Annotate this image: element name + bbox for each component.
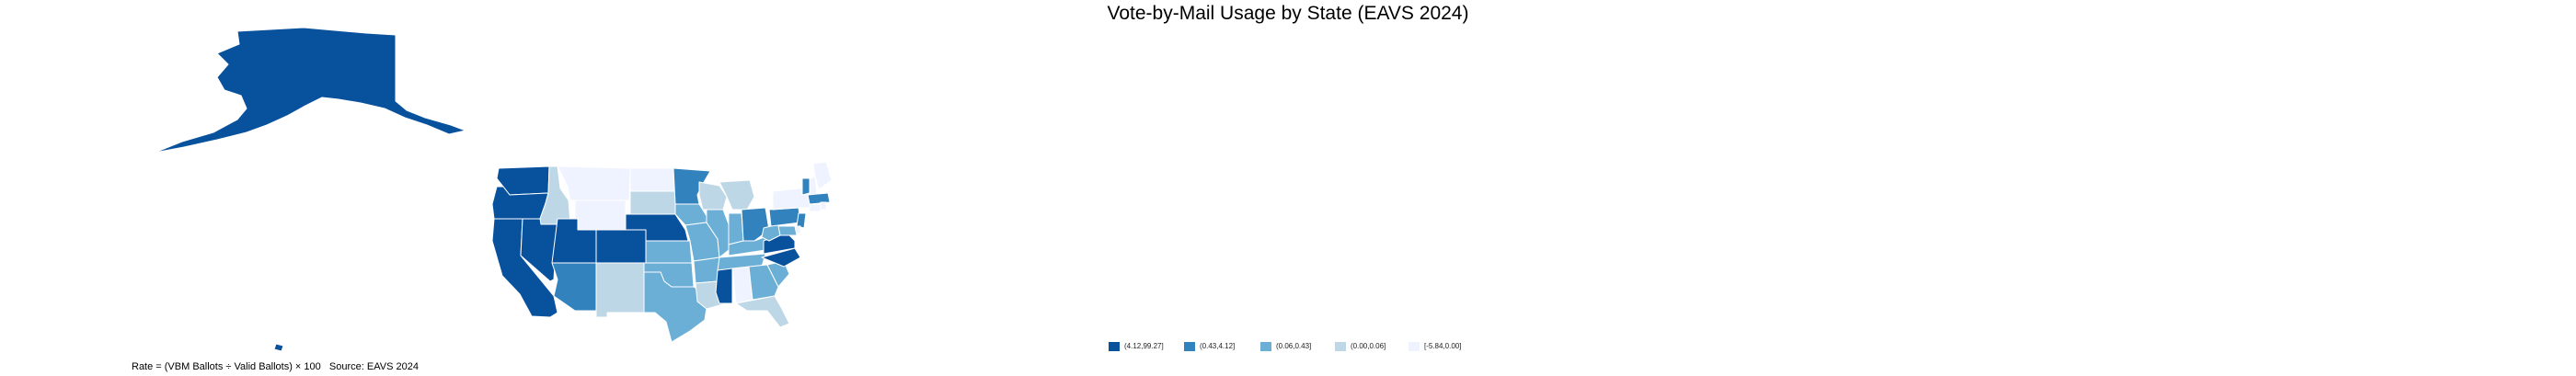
state-hi xyxy=(273,343,284,352)
state-nc xyxy=(761,247,801,268)
state-layer xyxy=(154,27,833,352)
legend-label-2: (0.43,4.12] xyxy=(1200,342,1236,350)
legend-label-4: (0.00,0.06] xyxy=(1351,342,1386,350)
state-az xyxy=(551,262,597,312)
state-vt xyxy=(801,177,811,196)
state-ak xyxy=(154,27,466,154)
state-mt xyxy=(557,165,631,201)
state-il xyxy=(706,209,730,258)
legend-swatch-4 xyxy=(1335,342,1346,351)
state-tx xyxy=(643,271,709,343)
state-ks xyxy=(645,240,693,264)
state-sd xyxy=(629,190,676,215)
state-nj xyxy=(796,212,807,229)
state-id xyxy=(539,165,571,225)
state-fl xyxy=(735,295,790,328)
legend-label-5: [-5.84,0.00] xyxy=(1424,342,1462,350)
state-nd xyxy=(629,167,676,192)
state-wy xyxy=(574,199,627,231)
state-md xyxy=(777,225,798,236)
state-ri xyxy=(820,201,827,211)
legend-swatch-2 xyxy=(1184,342,1195,351)
state-in xyxy=(728,212,744,245)
state-co xyxy=(595,229,647,264)
state-ga xyxy=(748,264,779,301)
legend-swatch-3 xyxy=(1260,342,1271,351)
legend-label-1: (4.12,99.27] xyxy=(1124,342,1164,350)
legend-swatch-5 xyxy=(1409,342,1420,351)
state-ms xyxy=(715,268,733,304)
state-me xyxy=(812,161,833,190)
state-ar xyxy=(693,256,720,284)
state-ct xyxy=(809,203,822,212)
map-footnote: Rate = (VBM Ballots ÷ Valid Ballots) × 1… xyxy=(132,361,419,372)
legend-label-3: (0.06,0.43] xyxy=(1276,342,1312,350)
state-ma xyxy=(807,192,831,205)
map-title: Vote-by-Mail Usage by State (EAVS 2024) xyxy=(1107,3,1469,24)
state-nm xyxy=(595,262,645,318)
legend-swatch-1 xyxy=(1109,342,1120,351)
state-pa xyxy=(768,207,801,227)
